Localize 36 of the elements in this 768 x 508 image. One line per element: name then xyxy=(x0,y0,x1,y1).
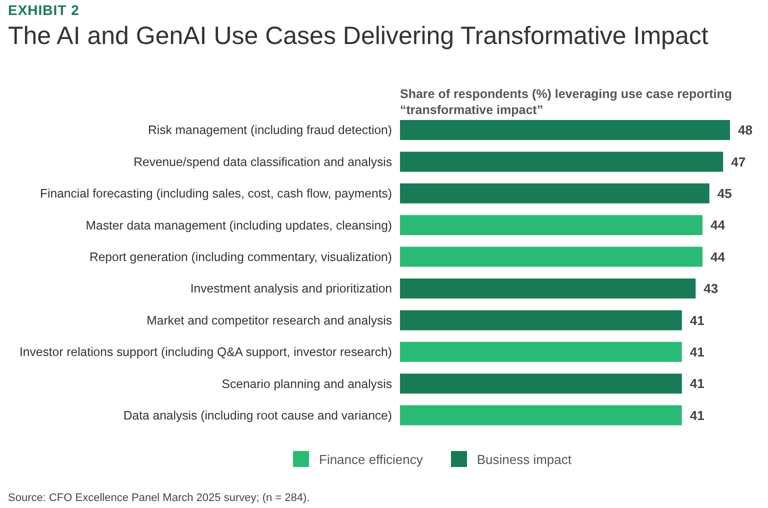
bar xyxy=(400,310,682,330)
bar xyxy=(400,183,710,204)
y-tick-label: Financial forecasting (including sales, cost, cash flow, payments) xyxy=(40,186,392,201)
data-label: 41 xyxy=(690,312,704,328)
legend-label: Business impact xyxy=(476,452,572,466)
text: EXHIBIT 2 xyxy=(8,2,80,18)
y-tick-label: Scenario planning and analysis xyxy=(222,376,392,391)
chart-title: The AI and GenAI Use Cases Delivering Transformative Impact xyxy=(8,22,708,51)
bar xyxy=(400,342,682,362)
y-tick-label: Master data management (including updates, cleansing) xyxy=(86,218,392,232)
y-tick-label: Investor relations support (including Q&A support, investor research) xyxy=(19,345,392,360)
bar xyxy=(400,215,702,236)
data-label: 41 xyxy=(690,344,704,360)
bar xyxy=(400,405,682,426)
data-label: 45 xyxy=(717,186,732,202)
data-label: 44 xyxy=(710,249,726,264)
bar xyxy=(400,152,724,172)
bar xyxy=(400,278,696,298)
y-tick-label: Revenue/spend data classification and analysis xyxy=(134,154,392,169)
y-tick-label: Report generation (including commentary, visualization) xyxy=(89,250,392,264)
x-axis-title: Share of respondents (%) leveraging use case reporting “transformative impact” xyxy=(400,86,734,118)
data-label: 47 xyxy=(731,154,746,170)
data-label: 48 xyxy=(738,122,752,138)
y-tick-label: Market and competitor research and analysis xyxy=(146,313,392,328)
bar xyxy=(400,120,730,140)
y-tick-label: Investment analysis and prioritization xyxy=(190,282,392,296)
data-label: 41 xyxy=(690,408,704,423)
data-label: 41 xyxy=(690,376,704,392)
y-tick-label: Data analysis (including root cause and variance) xyxy=(123,408,392,423)
bar xyxy=(400,246,702,267)
source-note: Source: CFO Excellence Panel March 2025 survey; (n = 284). xyxy=(8,492,310,504)
data-label: 43 xyxy=(704,281,718,296)
y-tick-label: Risk management (including fraud detection) xyxy=(148,123,392,138)
data-label: 44 xyxy=(710,218,726,233)
bar xyxy=(400,374,682,394)
legend-label: Finance efficiency xyxy=(319,452,423,466)
